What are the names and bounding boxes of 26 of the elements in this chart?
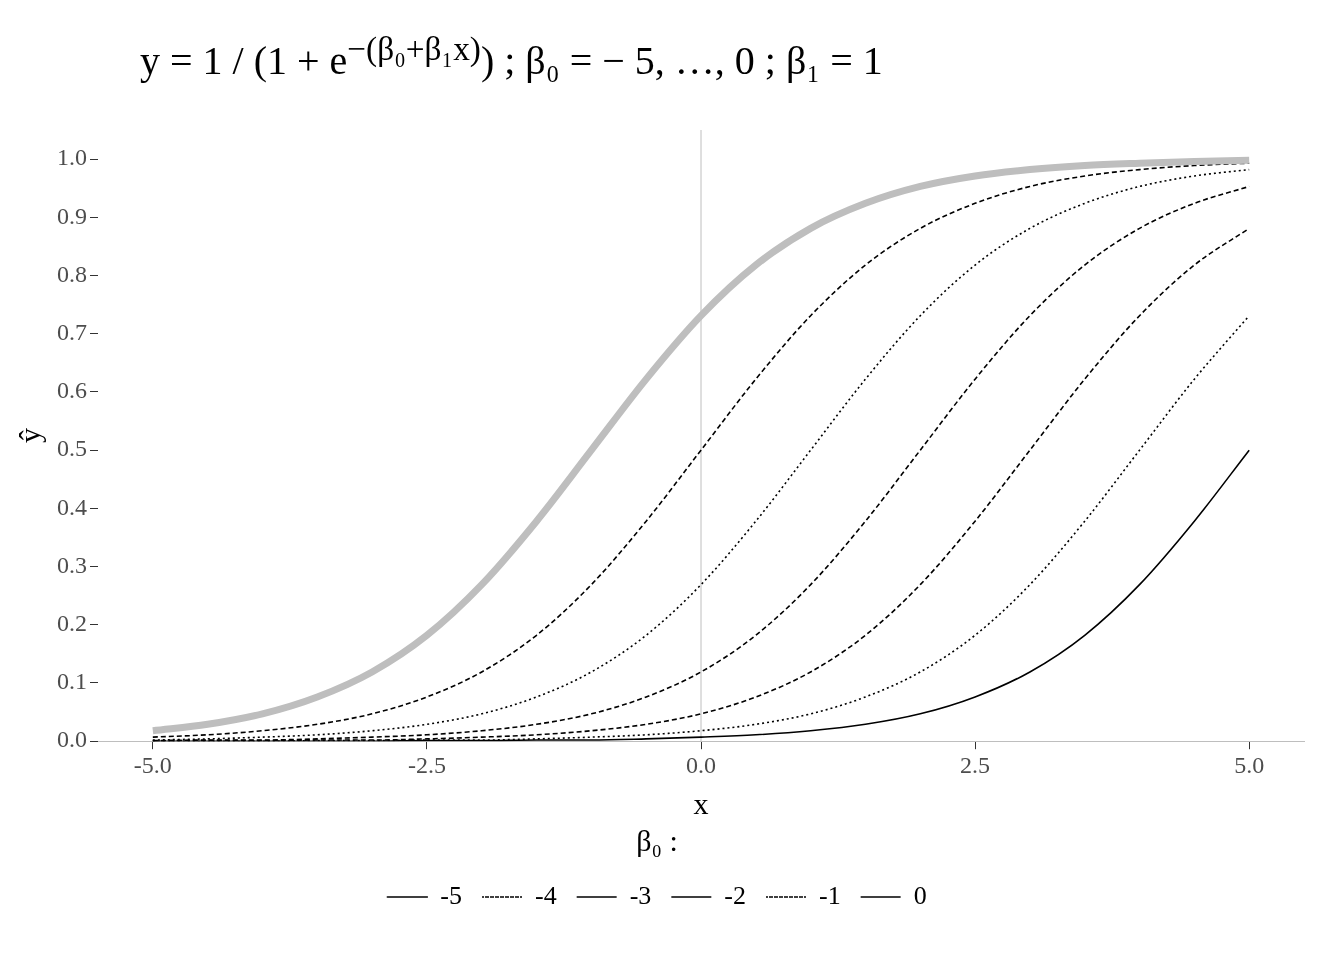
y-tick-label: 0.0 bbox=[57, 726, 87, 753]
chart-title: y = 1 / (1 + e$^{−(β₀+β₁x)}$) ; β₀ = − 5, …, 0 ; β₁ = 1 bbox=[139, 29, 884, 86]
y-tick-label: 0.6 bbox=[57, 377, 87, 404]
x-tick-label: -5.0 bbox=[133, 751, 172, 778]
y-tick-label: 0.4 bbox=[57, 493, 87, 520]
legend-label: -2 bbox=[724, 880, 746, 910]
x-tick-label: 0.0 bbox=[686, 751, 716, 778]
x-tick-label: 2.5 bbox=[960, 751, 991, 778]
y-tick-label: 0.8 bbox=[57, 260, 87, 287]
y-tick-label: 0.2 bbox=[57, 610, 87, 637]
legend-label: -4 bbox=[535, 880, 557, 910]
y-axis-title: ŷ bbox=[12, 428, 46, 444]
legend-label: -1 bbox=[818, 880, 841, 910]
legend-label: -5 bbox=[440, 880, 463, 910]
x-axis-title: x bbox=[693, 786, 709, 820]
y-tick-label: 0.5 bbox=[57, 435, 87, 462]
x-tick-label: -2.5 bbox=[407, 751, 446, 778]
y-tick-label: 0.7 bbox=[57, 319, 87, 346]
x-tick-label: 5.0 bbox=[1234, 751, 1265, 778]
legend-label: -3 bbox=[629, 880, 652, 910]
legend-title: β₀ : bbox=[636, 823, 678, 857]
y-tick-label: 0.9 bbox=[57, 202, 87, 229]
legend-label: 0 bbox=[913, 880, 927, 910]
y-tick-label: 0.3 bbox=[57, 551, 87, 578]
y-tick-label: 0.1 bbox=[57, 668, 87, 695]
y-tick-label: 1.0 bbox=[57, 144, 87, 171]
